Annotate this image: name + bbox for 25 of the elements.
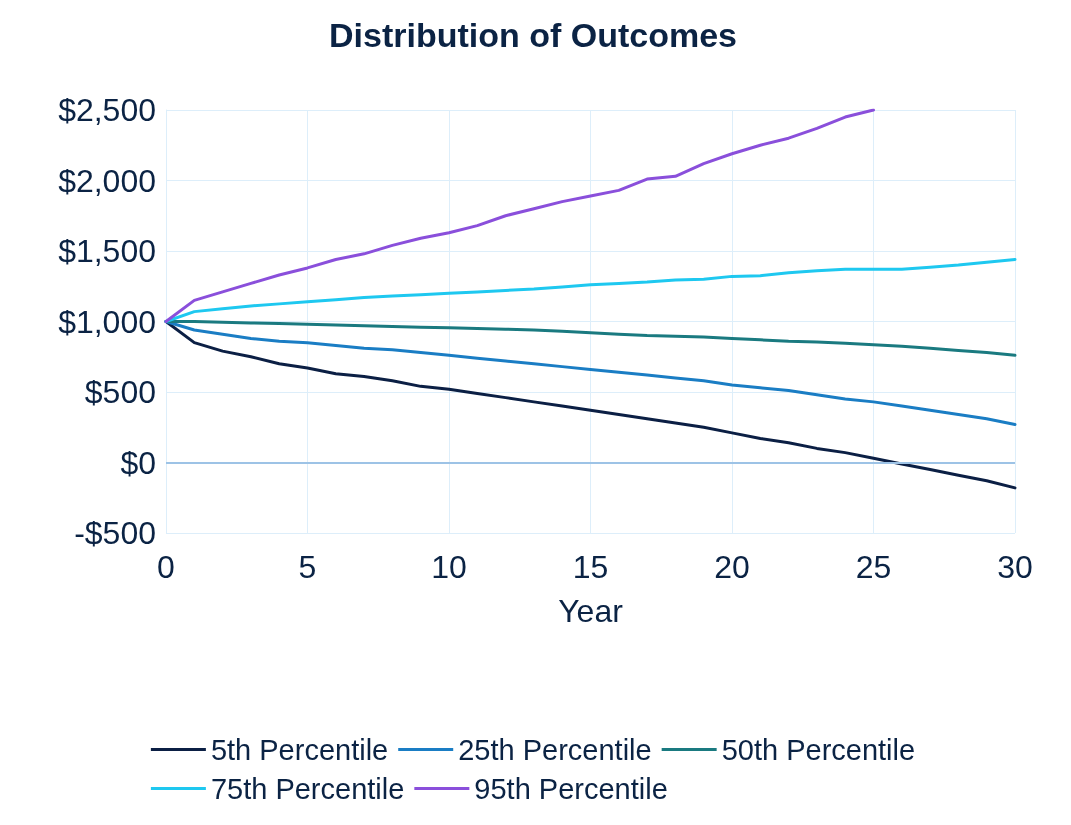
x-tick-label: 10 bbox=[431, 549, 467, 585]
line-series bbox=[164, 108, 875, 323]
x-tick-label: 15 bbox=[572, 549, 609, 585]
y-tick-label: $0 bbox=[120, 444, 156, 481]
x-tick-label: 5 bbox=[298, 549, 317, 585]
legend-label: 50th Percentile bbox=[721, 733, 916, 766]
legend-label: 5th Percentile bbox=[210, 733, 389, 766]
y-tick-label: $2,000 bbox=[58, 162, 156, 199]
legend-label: 75th Percentile bbox=[210, 772, 405, 805]
x-tick-label: 20 bbox=[714, 549, 750, 585]
x-tick-label: 0 bbox=[157, 549, 175, 585]
y-tick-label: -$500 bbox=[74, 515, 156, 551]
x-tick-label: 25 bbox=[855, 549, 892, 585]
y-tick-label: $1,000 bbox=[58, 303, 156, 340]
line-series bbox=[164, 320, 1017, 490]
y-tick-label: $1,500 bbox=[58, 233, 156, 269]
y-tick-label: $2,500 bbox=[58, 92, 156, 128]
legend-label: 95th Percentile bbox=[474, 772, 668, 805]
line-series bbox=[164, 257, 1017, 323]
legend-label: 25th Percentile bbox=[458, 733, 652, 766]
chart-title: Distribution of Outcomes bbox=[329, 16, 737, 54]
y-tick-label: $500 bbox=[84, 374, 156, 410]
x-tick-label: 30 bbox=[997, 549, 1033, 585]
x-axis-title: Year bbox=[558, 593, 624, 629]
line-series bbox=[164, 320, 1017, 426]
